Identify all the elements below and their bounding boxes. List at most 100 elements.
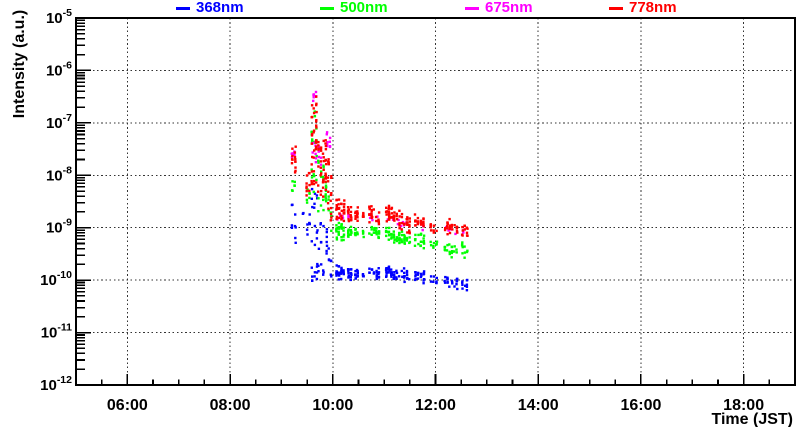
data-point [317,264,320,267]
data-point [416,216,420,220]
data-point [317,184,320,187]
data-point [294,166,297,169]
data-point [325,230,328,234]
data-point [368,216,372,220]
data-point [356,214,359,218]
data-point [435,276,438,280]
data-point [422,225,425,228]
data-point [310,142,313,145]
data-point [406,223,409,226]
data-point [354,217,357,220]
data-point [324,184,328,187]
data-point [293,180,296,184]
data-point [398,237,401,240]
data-point [315,141,318,144]
data-point [319,156,323,159]
data-point [312,173,315,176]
data-point [335,208,338,211]
data-point [330,175,333,178]
data-point [429,224,433,227]
data-point [310,266,313,269]
data-point [315,110,318,114]
data-point [319,204,323,207]
data-point [310,197,313,200]
data-point [346,209,350,212]
data-point [314,90,318,94]
data-point [368,232,371,235]
data-point [375,227,378,230]
data-point [315,231,319,234]
data-point [368,207,371,210]
data-point [461,280,464,283]
data-point [322,224,325,228]
data-point [446,278,449,281]
data-point [448,217,451,221]
data-point [385,234,388,238]
data-point [319,166,322,169]
data-point [310,170,314,173]
data-point [310,168,313,171]
data-point [461,252,464,255]
data-point [293,151,297,154]
data-point [347,229,350,233]
data-point [329,211,332,214]
data-point [325,186,328,189]
data-point [317,247,321,250]
data-point [408,220,411,223]
data-point [340,239,343,242]
data-point [448,243,451,246]
data-point [455,225,458,228]
data-point [408,225,411,228]
data-point [337,227,341,230]
data-point [408,241,411,245]
data-point [316,229,319,232]
data-point [392,277,395,280]
data-point [432,280,435,283]
data-point [324,144,328,148]
data-point [422,237,425,240]
data-point [362,235,365,239]
data-point [463,251,467,254]
data-point [311,275,314,278]
data-point [414,273,417,277]
data-point [446,224,449,228]
data-point [320,170,323,173]
data-point [401,275,404,278]
data-point [337,230,340,233]
data-point [312,179,316,183]
data-point [308,213,311,216]
data-point [460,233,464,236]
data-point [294,158,297,161]
data-point [337,198,341,201]
data-point [403,275,406,278]
data-point [327,163,330,166]
data-point [327,258,331,261]
data-point [294,160,297,163]
data-point [313,275,316,278]
data-point [354,273,357,277]
data-point [414,238,417,241]
data-point [290,203,294,207]
data-point [398,232,401,235]
data-point [462,231,465,234]
data-point [340,223,343,226]
data-point [354,231,357,235]
data-point [420,223,423,226]
data-point [398,209,401,212]
data-point [432,241,436,245]
data-point [324,158,327,162]
data-point [403,280,406,284]
data-point [448,252,451,256]
data-point [305,198,309,202]
data-point [362,275,365,278]
data-point [402,267,406,270]
data-point [370,225,373,229]
legend-item-500nm: 500nm [320,0,388,16]
data-point [443,249,447,252]
data-point [315,178,318,182]
data-point [406,277,409,280]
data-point [461,283,464,286]
data-point [317,210,320,213]
data-point [385,269,388,272]
data-point [414,219,417,222]
